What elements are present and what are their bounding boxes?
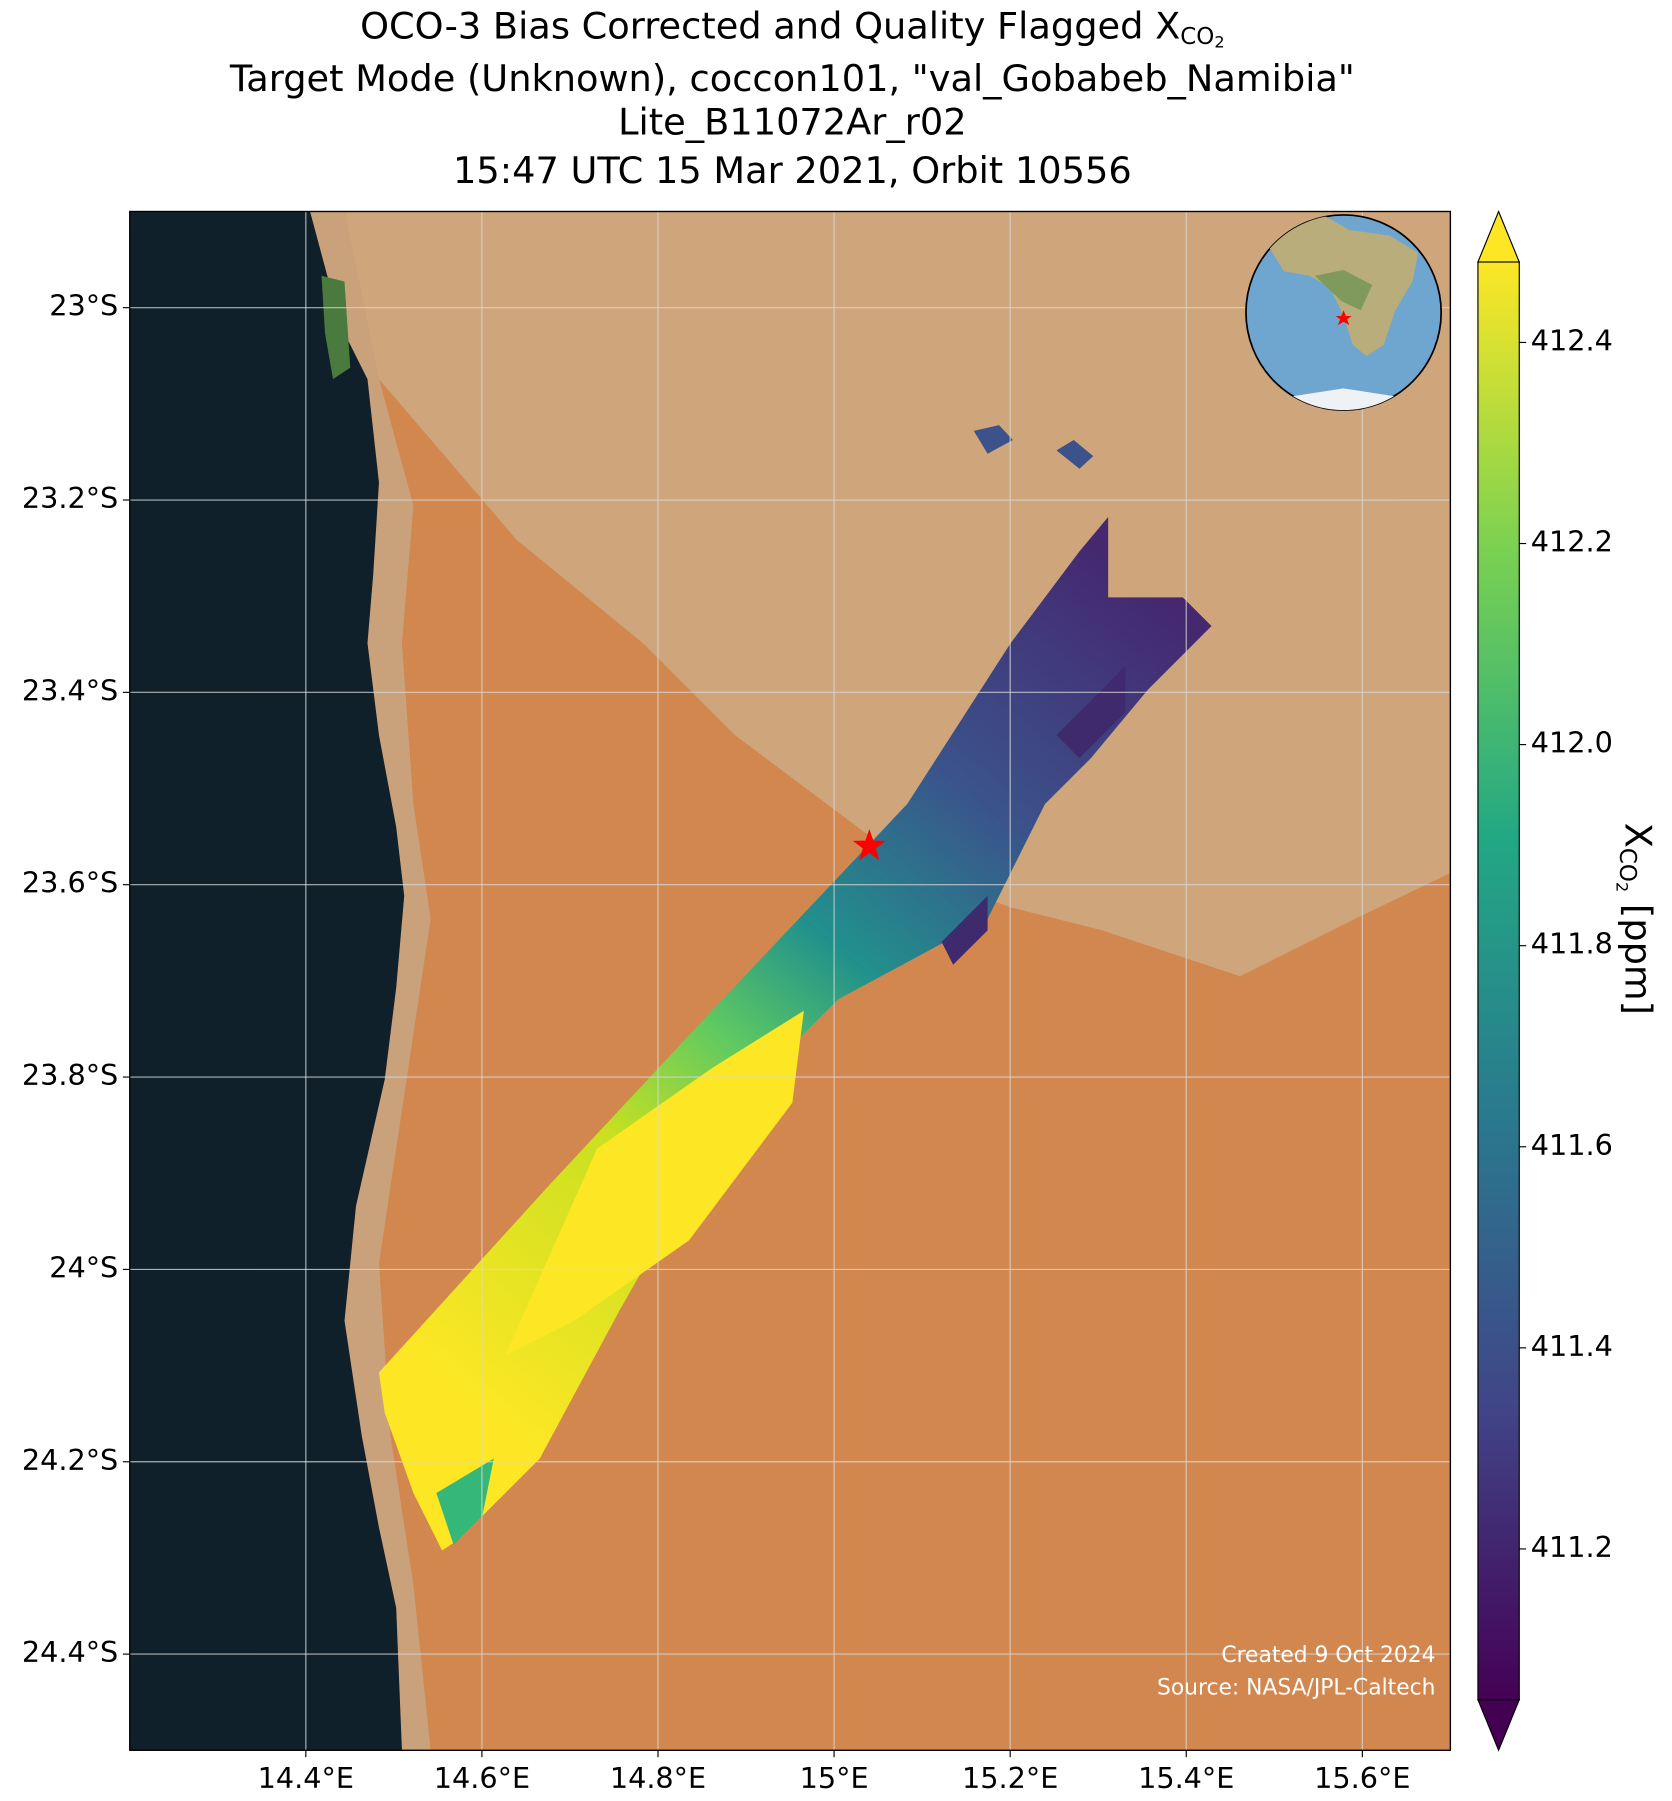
cbar-label-sub: CO bbox=[1615, 848, 1641, 882]
colorbar-tick-label: 412.0 bbox=[1531, 726, 1613, 760]
title-subsub: 2 bbox=[1214, 32, 1224, 51]
colorbar-tick-label: 412.2 bbox=[1531, 525, 1613, 559]
lagoon bbox=[321, 275, 351, 380]
colorbar-extend-top bbox=[1477, 209, 1521, 263]
title-sub: CO bbox=[1180, 23, 1214, 49]
colorbar-extend-bottom bbox=[1477, 1699, 1521, 1752]
x-tick-label: 15.4°E bbox=[1138, 1761, 1234, 1795]
title-line: OCO-3 Bias Corrected and Quality Flagged… bbox=[360, 4, 1225, 51]
title-line: Target Mode (Unknown), coccon101, "val_G… bbox=[229, 57, 1355, 100]
x-tick-label: 14.6°E bbox=[434, 1761, 530, 1795]
grid bbox=[129, 211, 1451, 1751]
x-tick-label: 15°E bbox=[800, 1761, 869, 1795]
globe-site bbox=[1335, 310, 1352, 326]
y-tick-label: 24.2°S bbox=[22, 1443, 118, 1477]
colorbar-tick-label: 411.4 bbox=[1531, 1329, 1613, 1363]
x-tick-label: 15.6°E bbox=[1314, 1761, 1410, 1795]
swath-patch bbox=[941, 895, 988, 965]
colorbar-body bbox=[1477, 261, 1520, 1701]
colorbar-tick-label: 411.8 bbox=[1531, 927, 1613, 961]
colorbar-label: XCO2 [ppm] bbox=[1613, 823, 1660, 1015]
inset-globe bbox=[1245, 214, 1443, 412]
swath-patch bbox=[436, 1458, 494, 1545]
beach bbox=[310, 211, 431, 1751]
cbar-label-text: X bbox=[1617, 823, 1660, 848]
swath-patch bbox=[1056, 440, 1094, 469]
map-frame bbox=[129, 210, 1452, 1751]
x-tick-label: 14.4°E bbox=[258, 1761, 354, 1795]
site-layer bbox=[852, 828, 886, 861]
colorbar-tick-label: 412.4 bbox=[1531, 323, 1613, 357]
y-tick-label: 23.8°S bbox=[22, 1058, 118, 1092]
y-tick-label: 23.4°S bbox=[22, 673, 118, 707]
colorbar-tick-label: 411.6 bbox=[1531, 1128, 1613, 1162]
map: Created 9 Oct 2024 Source: NASA/JPL-Calt… bbox=[129, 211, 1451, 1751]
y-tick-label: 24.4°S bbox=[22, 1635, 118, 1669]
colorbar: 411.2 411.4 411.6 411.8 412.0 412.2 412.4 bbox=[1477, 209, 1613, 1752]
y-tick-label: 23.2°S bbox=[22, 481, 118, 515]
swath-patch bbox=[973, 425, 1013, 454]
colorbar-tick-label: 411.2 bbox=[1531, 1530, 1613, 1564]
credit: Created 9 Oct 2024 bbox=[1221, 1643, 1435, 1668]
title-line: Lite_B11072Ar_r02 bbox=[618, 101, 967, 144]
x-tick-label: 14.8°E bbox=[610, 1761, 706, 1795]
cbar-label-subsub: 2 bbox=[1613, 882, 1632, 892]
cbar-label-after: [ppm] bbox=[1617, 892, 1660, 1015]
x-tick-label: 15.2°E bbox=[962, 1761, 1058, 1795]
swath-patch bbox=[1056, 666, 1126, 759]
site-marker bbox=[852, 828, 886, 861]
ocean bbox=[129, 211, 405, 1751]
y-tick-label: 23.6°S bbox=[22, 866, 118, 900]
credit: Source: NASA/JPL-Caltech bbox=[1157, 1675, 1435, 1700]
globe-land bbox=[1314, 270, 1373, 311]
plain bbox=[344, 211, 1451, 977]
title-line: 15:47 UTC 15 Mar 2021, Orbit 10556 bbox=[453, 149, 1132, 192]
title-text: OCO-3 Bias Corrected and Quality Flagged… bbox=[360, 4, 1180, 47]
y-tick-label: 23°S bbox=[49, 289, 118, 323]
y-tick-label: 24°S bbox=[49, 1250, 118, 1284]
